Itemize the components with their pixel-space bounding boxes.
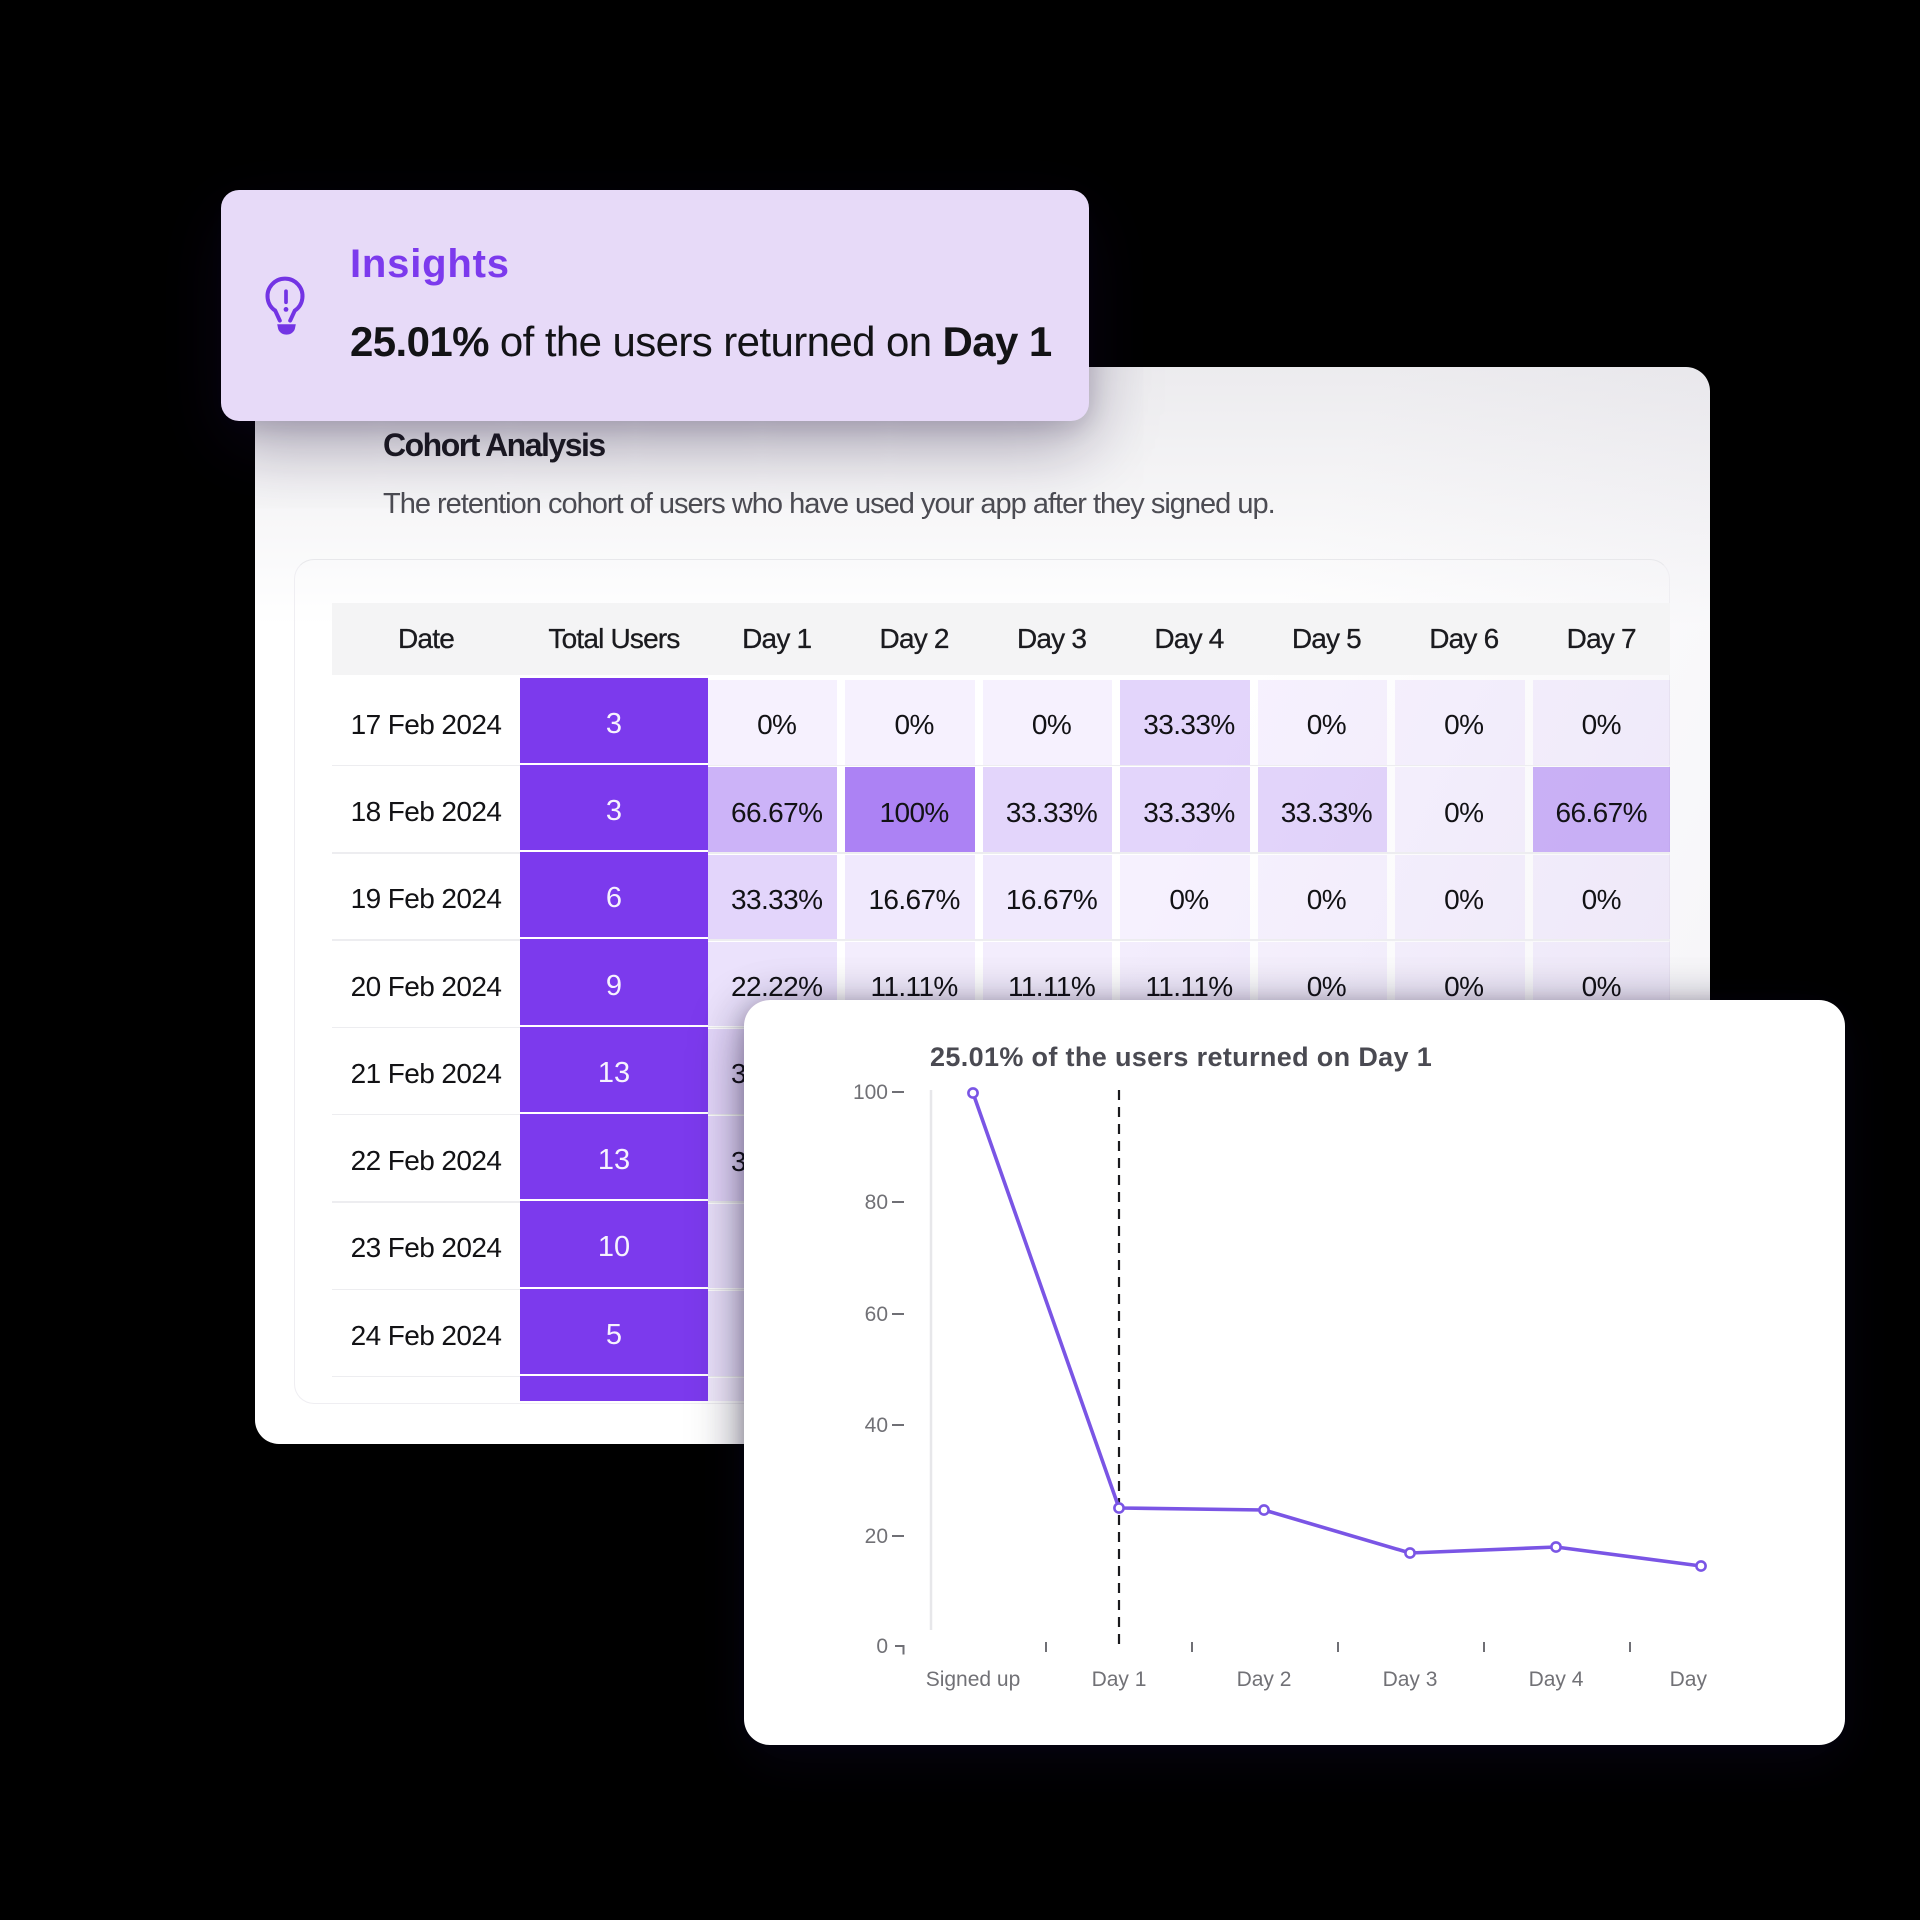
svg-text:40: 40 <box>865 1414 888 1437</box>
svg-text:Day 4: Day 4 <box>1529 1668 1584 1691</box>
svg-text:20: 20 <box>865 1525 888 1548</box>
svg-text:100: 100 <box>853 1081 888 1104</box>
svg-text:Day 3: Day 3 <box>1383 1668 1438 1691</box>
svg-text:Day: Day <box>1670 1668 1708 1691</box>
svg-text:0: 0 <box>876 1635 888 1658</box>
svg-text:60: 60 <box>865 1303 888 1326</box>
svg-text:Day 2: Day 2 <box>1237 1668 1292 1691</box>
svg-text:Day 1: Day 1 <box>1092 1668 1147 1691</box>
svg-text:80: 80 <box>865 1191 888 1214</box>
svg-text:Signed up: Signed up <box>926 1668 1021 1691</box>
